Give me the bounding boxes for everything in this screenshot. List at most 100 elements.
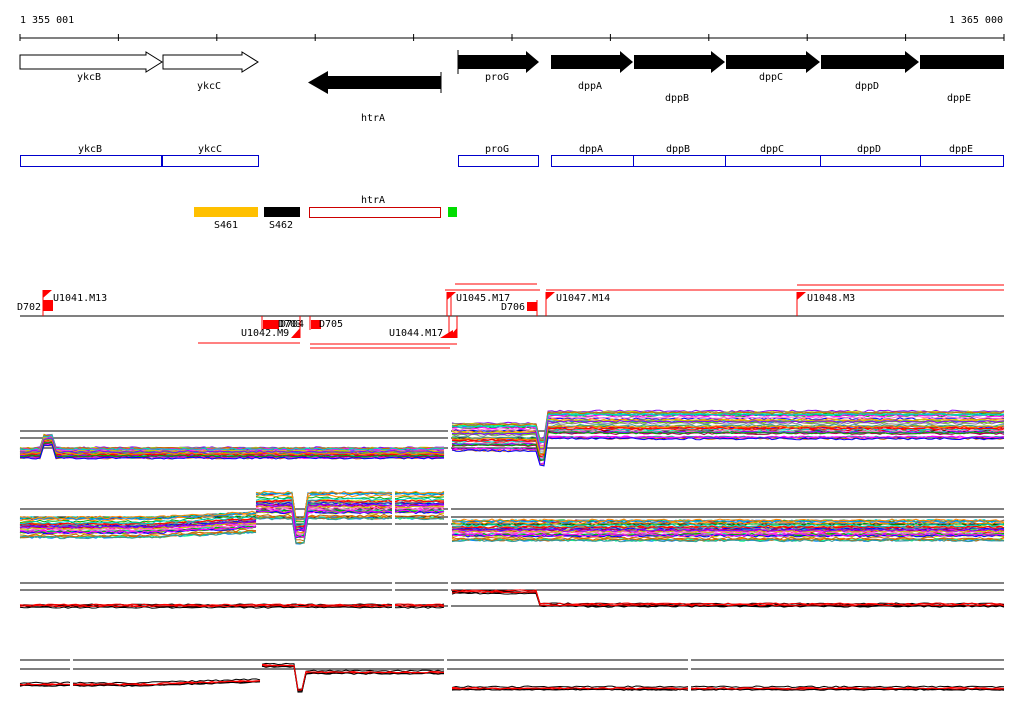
profile-panel-4 <box>19 652 1005 694</box>
gene-dppA[interactable]: dppA <box>551 51 633 92</box>
feature-flag <box>440 330 453 338</box>
gene-ykcB[interactable]: ykcB <box>19 51 163 83</box>
profile-series-line <box>19 525 257 534</box>
profile-series-line <box>255 507 445 535</box>
ruler-end-label: 1 365 000 <box>949 15 1003 26</box>
gene-box-ykcB[interactable]: ykcB <box>20 144 162 167</box>
gene-box-dppA[interactable]: dppA <box>551 144 634 167</box>
gene-arrow <box>634 51 725 73</box>
profile-series-line <box>255 516 445 544</box>
gene-box-label: ykcC <box>198 144 222 155</box>
profile-series-line <box>451 431 1005 461</box>
gene-box <box>458 155 539 167</box>
gene-box-htrA[interactable]: htrA <box>309 195 441 218</box>
gene-dppD[interactable]: dppD <box>821 51 919 92</box>
profile-series-line <box>19 517 257 526</box>
gene-box-label: dppA <box>579 144 603 155</box>
profile-series-line <box>255 516 445 544</box>
gene-box-label: dppE <box>949 144 973 155</box>
track-gap <box>448 395 451 465</box>
gene-dppC[interactable]: dppC <box>726 51 820 83</box>
gene-arrow <box>726 51 820 73</box>
gene-box-label: proG <box>485 144 509 155</box>
profile-series-line <box>451 425 1005 456</box>
ruler-ticks <box>19 34 1005 41</box>
expression-profiles <box>19 395 1005 694</box>
gene-box-label: dppB <box>666 144 690 155</box>
gene-box-label: ykcB <box>78 144 102 155</box>
profile-series-line <box>19 512 257 521</box>
profile-series-line <box>255 493 445 521</box>
gene-box-proG[interactable]: proG <box>458 144 539 167</box>
gene-box <box>920 155 1004 167</box>
profile-series-line <box>19 437 445 454</box>
profile-series-line <box>255 516 445 545</box>
gene-box-dppE[interactable]: dppE <box>920 144 1004 167</box>
profile-series-line <box>451 528 1005 532</box>
profile-series-line <box>255 509 445 539</box>
gene-box <box>20 155 162 167</box>
profile-series-line <box>19 525 257 534</box>
profile-series-line <box>19 443 445 460</box>
profile-series-line <box>451 413 1005 443</box>
profile-series-line <box>261 662 447 690</box>
feature-label-u1048: U1048.M3 <box>807 293 855 304</box>
profile-series-line <box>255 516 445 545</box>
gene-proG[interactable]: proG <box>457 50 539 83</box>
gene-ykcC[interactable]: ykcC <box>162 51 259 92</box>
feature-marker <box>263 320 279 329</box>
feature-label-u1042: U1042.M9 <box>241 328 289 339</box>
track-gap <box>70 652 73 694</box>
gene-box-dppB[interactable]: dppB <box>633 144 726 167</box>
gene-arrow <box>821 51 919 73</box>
profile-series-line <box>451 528 1005 532</box>
gene-box-track: ykcB ykcC proG dppA dppB dppC dppD dppE <box>20 144 1004 167</box>
gene-arrow <box>551 51 633 73</box>
feature-label-u1045: U1045.M17 <box>456 293 510 304</box>
gene-htrA[interactable]: htrA <box>308 71 442 124</box>
profile-panel-2 <box>19 478 1005 546</box>
feature-label-u1044: U1044.M17 <box>389 328 443 339</box>
profile-series-line <box>19 510 257 520</box>
segment-label: S462 <box>269 220 293 231</box>
gene-dppE[interactable]: dppE <box>920 55 1004 104</box>
feature-label-u1047: U1047.M14 <box>556 293 610 304</box>
gene-box <box>820 155 921 167</box>
gene-box-dppC[interactable]: dppC <box>725 144 821 167</box>
profile-series-line <box>19 434 445 451</box>
gene-box-dppD[interactable]: dppD <box>820 144 921 167</box>
gene-track: ykcB ykcC htrA proG dppA dppB dppC <box>19 50 1004 124</box>
profile-series-line <box>451 419 1005 450</box>
gene-label: dppE <box>947 93 971 104</box>
segment-s461[interactable]: S461 <box>194 207 258 231</box>
profile-series-line <box>451 529 1005 533</box>
feature-label-u1041: U1041.M13 <box>53 293 107 304</box>
track-gap <box>392 575 395 615</box>
profile-series-line <box>451 519 1005 524</box>
feature-marker <box>527 302 537 311</box>
feature-flag <box>291 328 300 338</box>
profile-panel-3 <box>19 575 1005 615</box>
gene-box <box>725 155 821 167</box>
segment-track: S461 S462 htrA <box>194 195 457 231</box>
gene-dppB[interactable]: dppB <box>634 51 725 104</box>
profile-series-line <box>451 538 1005 543</box>
segment-green-marker[interactable] <box>448 207 457 217</box>
gene-arrow <box>19 51 163 73</box>
profile-series-line <box>255 515 445 544</box>
profile-series-line <box>19 680 261 686</box>
track-gap <box>444 652 447 694</box>
profile-series-line <box>255 504 445 534</box>
profile-series-line <box>19 604 445 608</box>
segment-s462[interactable]: S462 <box>264 207 300 231</box>
gene-arrow <box>162 51 259 73</box>
profile-series-line <box>255 503 445 533</box>
profile-series-line <box>255 513 445 542</box>
profile-series-line <box>451 525 1005 529</box>
profile-series-line <box>255 497 445 526</box>
profile-series-line <box>255 503 445 533</box>
gene-box-ykcC[interactable]: ykcC <box>162 144 259 167</box>
gene-box-label: htrA <box>361 195 385 206</box>
profile-series-line <box>19 433 445 450</box>
